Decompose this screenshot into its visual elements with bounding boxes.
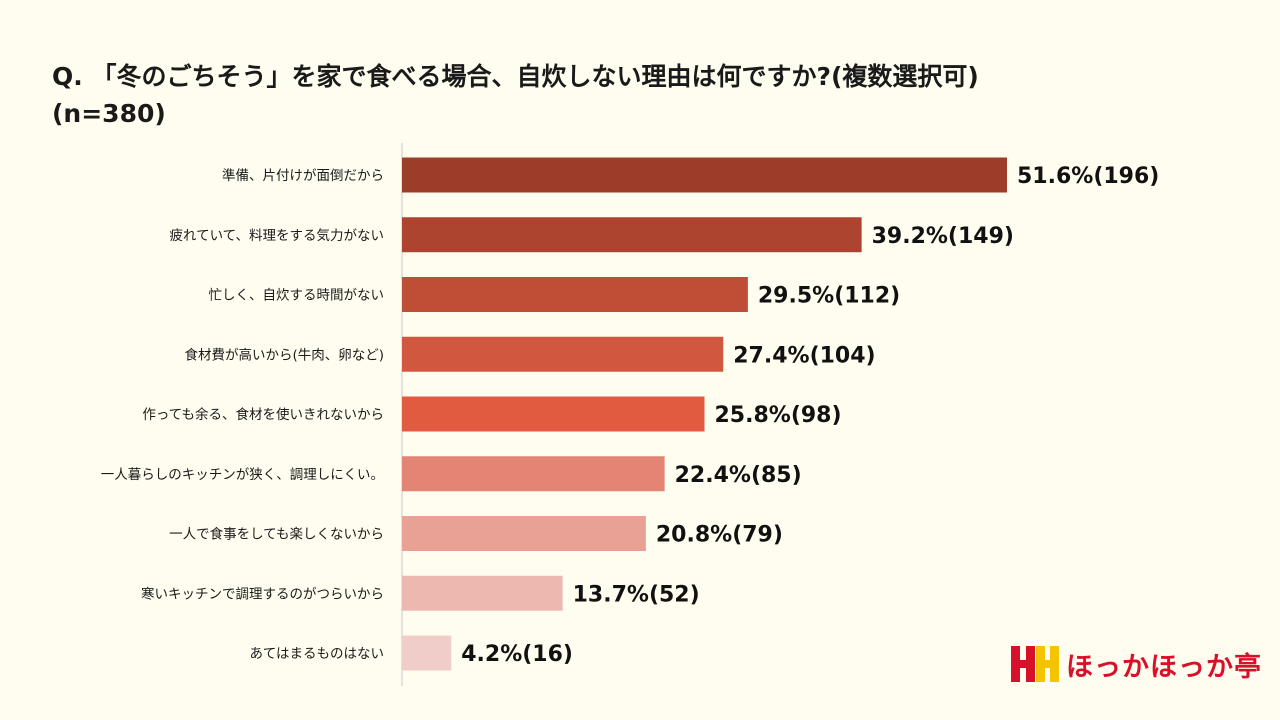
category-label: 準備、片付けが面倒だから <box>222 168 384 184</box>
category-label: 一人暮らしのキッチンが狭く、調理しにくい。 <box>101 467 384 483</box>
bar <box>402 516 646 551</box>
category-label: 忙しく、自炊する時間がない <box>209 288 385 304</box>
data-label: 27.4%(104) <box>733 343 875 368</box>
brand-name: ほっかほっか亭 <box>1066 651 1262 683</box>
bar <box>402 575 563 611</box>
category-label: 疲れていて、料理をする気力がない <box>169 227 384 244</box>
data-label: 4.2%(16) <box>461 642 573 667</box>
category-label: あてはまるものはない <box>250 646 384 662</box>
data-label: 51.6%(196) <box>1017 164 1159 189</box>
bar <box>402 217 862 253</box>
data-label: 13.7%(52) <box>573 582 700 607</box>
chart-title: Q. 「冬のごちそう」を家で食べる場合、自炊しない理由は何ですか?(複数選択可)… <box>52 58 979 132</box>
category-label: 作っても余る、食材を使いきれないから <box>142 406 384 423</box>
data-label: 29.5%(112) <box>758 284 900 309</box>
brand-logo: ほっかほっか亭 <box>1010 644 1262 684</box>
title-sample-size: (n=380) <box>52 99 166 128</box>
bar <box>402 336 724 372</box>
data-label: 22.4%(85) <box>675 463 802 488</box>
category-label: 食材費が高いから(牛肉、卵など) <box>184 346 384 363</box>
category-label: 一人で食事をしても楽しくないから <box>169 526 384 543</box>
bar <box>402 456 665 492</box>
bar <box>402 396 705 432</box>
bar <box>402 157 1007 193</box>
title-question: Q. 「冬のごちそう」を家で食べる場合、自炊しない理由は何ですか?(複数選択可) <box>52 62 979 91</box>
data-label: 25.8%(98) <box>715 403 842 428</box>
category-label: 寒いキッチンで調理するのがつらいから <box>141 585 384 602</box>
bar <box>402 277 748 312</box>
data-label: 39.2%(149) <box>872 224 1014 249</box>
hokka-mark-icon <box>1011 646 1059 682</box>
bar <box>402 635 452 671</box>
bars-group: 準備、片付けが面倒だから 51.6%(196) 疲れていて、料理をする気力がない 39… <box>101 157 1159 671</box>
data-label: 20.8%(79) <box>656 523 783 548</box>
